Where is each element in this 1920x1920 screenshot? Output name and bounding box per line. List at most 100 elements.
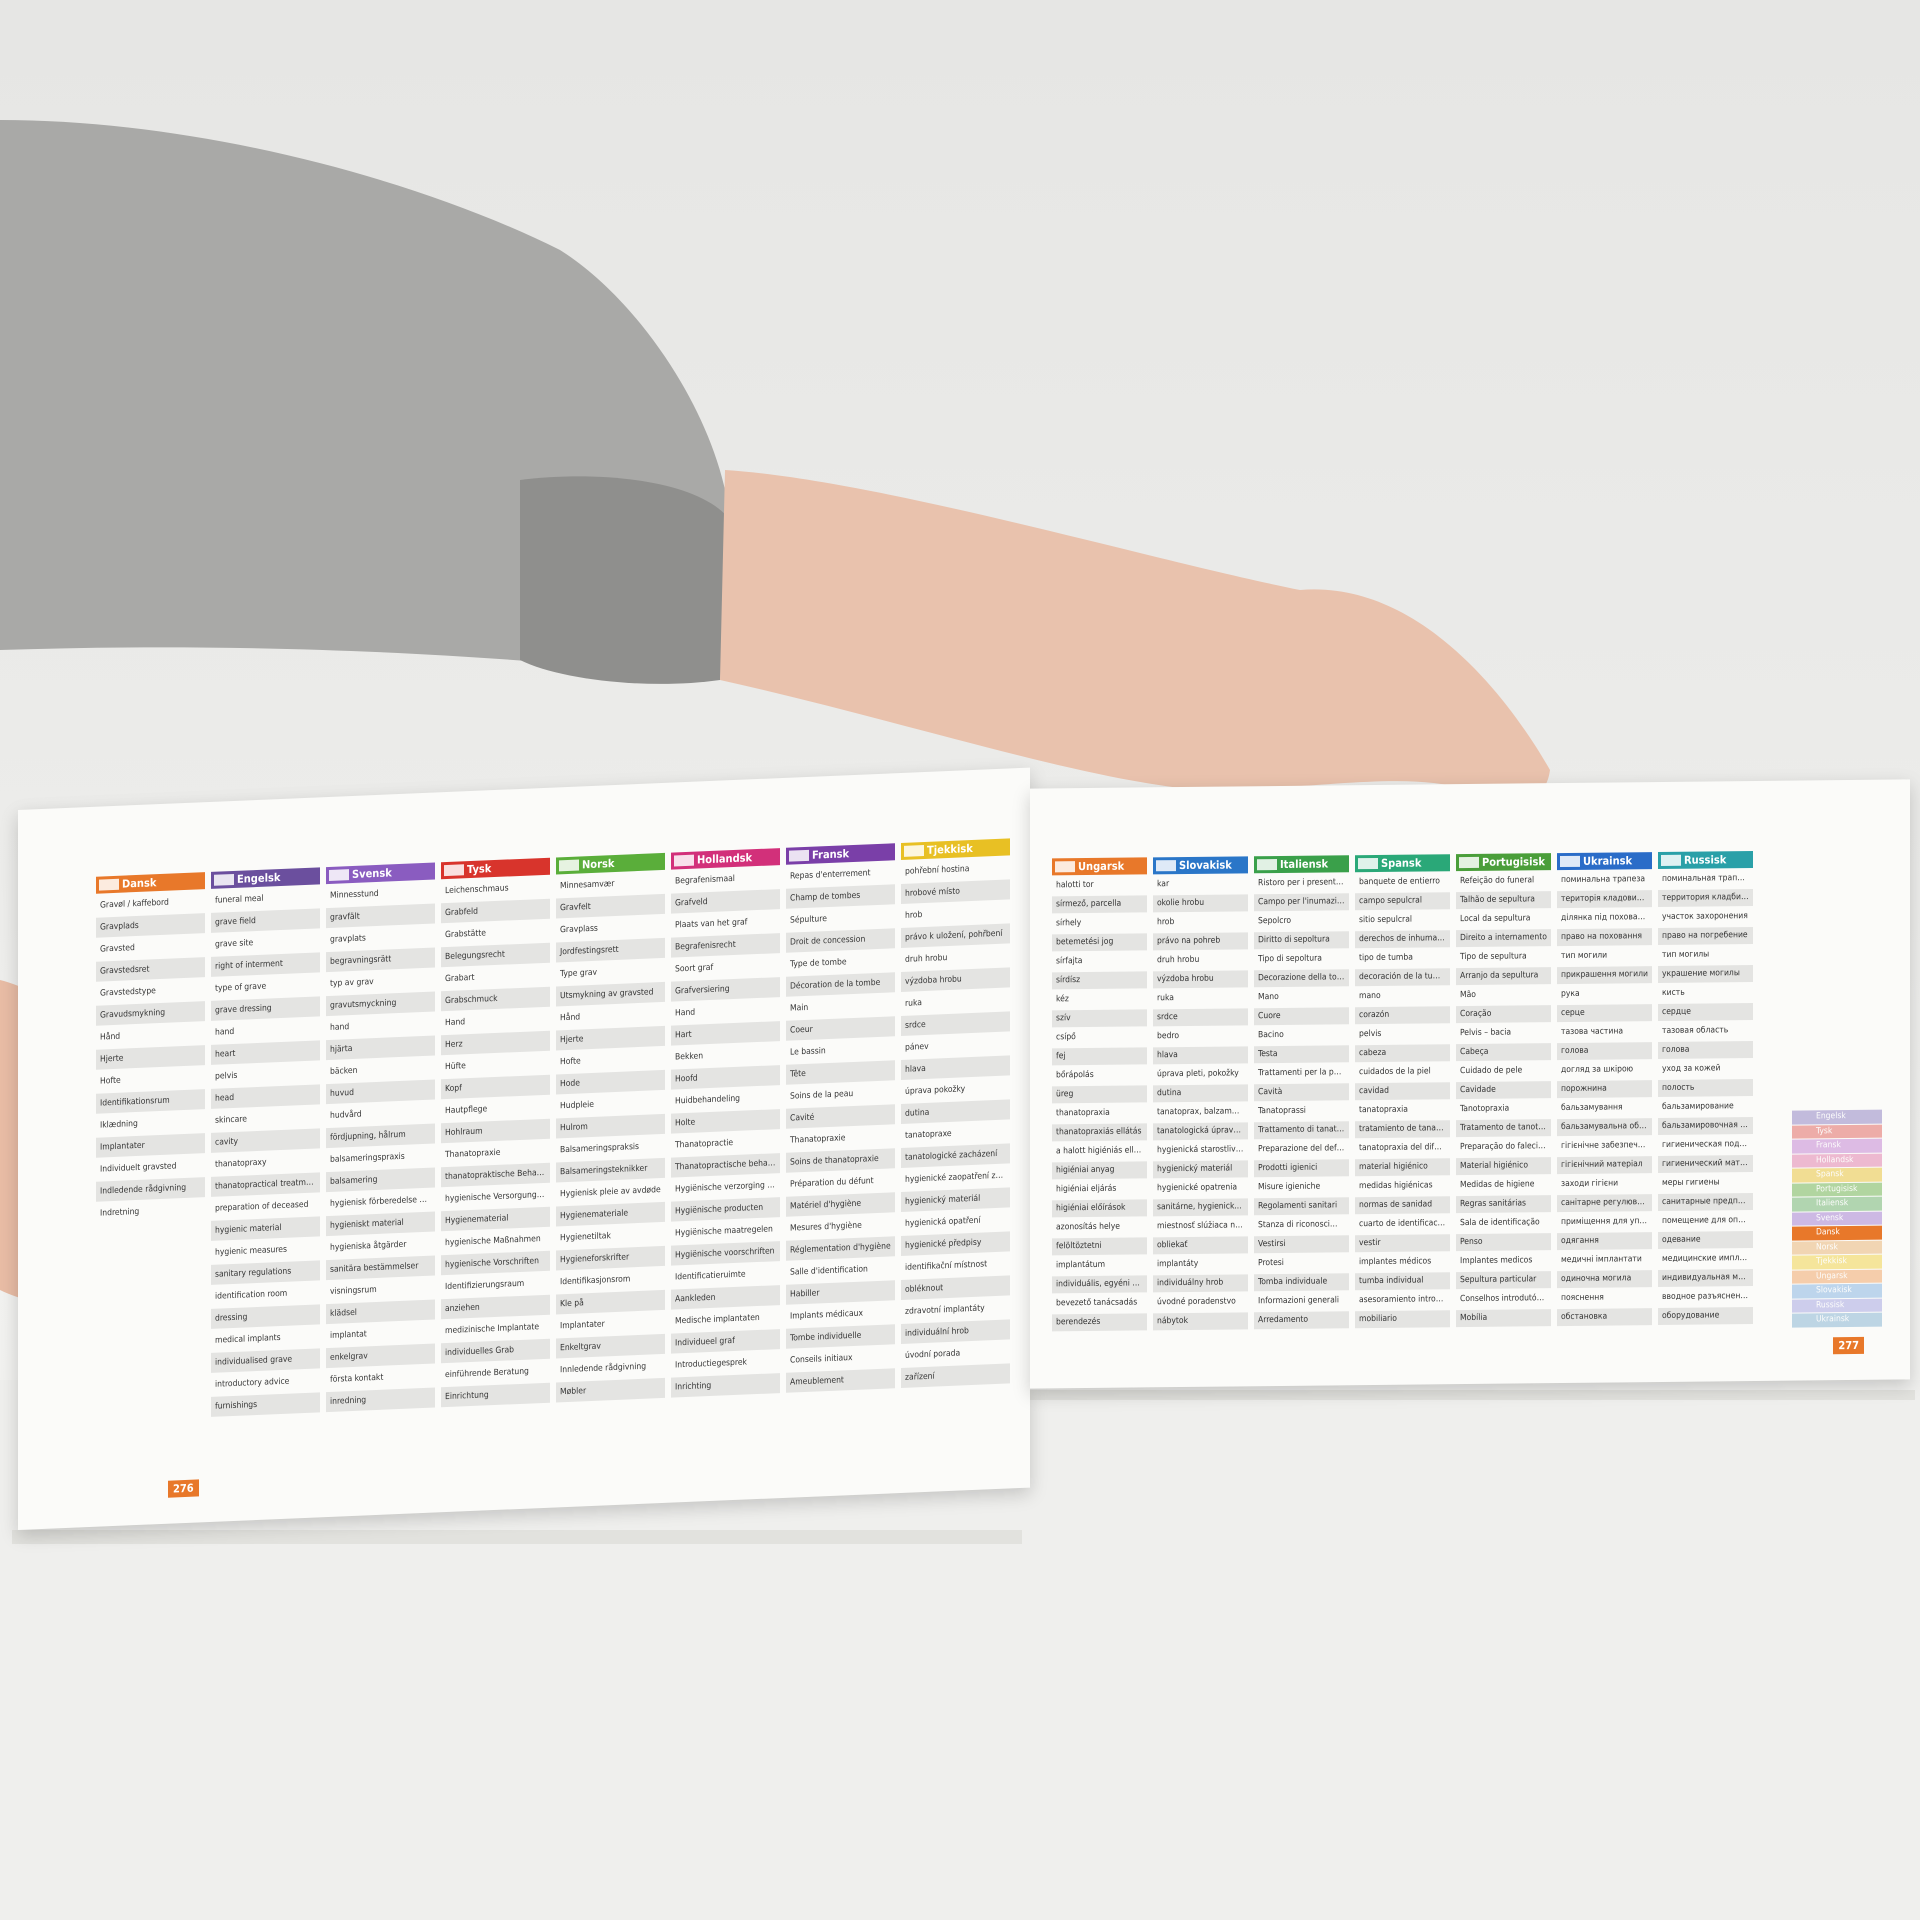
term: hygienische Versorgung Verstorbener <box>445 1188 550 1205</box>
term: приміщення для упізнання останків <box>1561 1215 1652 1228</box>
term: тип могили <box>1561 950 1608 962</box>
index-tab: Spansk <box>1792 1167 1882 1183</box>
term: Protesi <box>1258 1257 1284 1269</box>
language-header: Spansk <box>1355 854 1450 873</box>
term: begravningsrätt <box>326 947 435 973</box>
term: hygienic measures <box>215 1244 287 1258</box>
term: медичні імплантати <box>1561 1254 1642 1266</box>
term: einführende Beratung <box>445 1366 529 1381</box>
term: Jordfestingsrett <box>556 937 665 963</box>
term: помещение для опознания останков <box>1662 1214 1753 1226</box>
term: hygienické předpisy <box>901 1231 1010 1256</box>
term: sanitárne, hygienické predpisy <box>1153 1198 1248 1217</box>
term: Hüfte <box>445 1061 466 1073</box>
term: Hygieneforskrifter <box>556 1245 665 1271</box>
term: Grabart <box>445 972 475 985</box>
term: asesoramiento introductorio <box>1359 1294 1450 1306</box>
term: cuarto de identificación <box>1359 1218 1450 1230</box>
term: hudvård <box>330 1109 362 1121</box>
language-header: Ungarsk <box>1052 857 1147 876</box>
term: úvodní porada <box>905 1348 961 1361</box>
term: Sala de identificação <box>1460 1217 1540 1229</box>
term: Gravøl / kaffebord <box>100 897 169 911</box>
term: tanatopraxia <box>1359 1104 1408 1116</box>
term: normas de sanidad <box>1355 1196 1450 1215</box>
term: догляд за шкірою <box>1561 1064 1634 1076</box>
term: Salle d'identification <box>790 1264 868 1278</box>
term: Grafversiering <box>671 977 780 1002</box>
term: Medidas de higiene <box>1460 1179 1535 1191</box>
term: Minnesamvær <box>560 879 615 892</box>
term: individuelles Grab <box>441 1338 550 1364</box>
entry-list: Ristoro per i presenti al funerale Campo … <box>1254 874 1349 1330</box>
term: Gravsted <box>100 943 135 955</box>
term: preparation of deceased <box>215 1199 309 1214</box>
term: одиночна могила <box>1557 1270 1652 1289</box>
term: fej <box>1052 1047 1147 1066</box>
term: Hofte <box>100 1075 121 1087</box>
entry-list: banquete de entierro campo sepulcral sitio… <box>1355 873 1450 1329</box>
language-column: Ungarsk halotti tor sírmező, parcella sírhe… <box>1052 857 1147 1332</box>
term: Grabschmuck <box>441 986 550 1012</box>
term: anziehen <box>441 1294 550 1320</box>
term: Hofte <box>560 1056 581 1068</box>
term: Einrichtung <box>441 1382 550 1408</box>
term: Hjerte <box>96 1045 205 1070</box>
term: гігієнічне забезпечення померлих <box>1561 1140 1652 1152</box>
term: bedro <box>1157 1031 1180 1042</box>
term: кисть <box>1662 987 1685 998</box>
term: Arranjo da sepultura <box>1456 967 1551 986</box>
term: právo na pohreb <box>1153 932 1248 951</box>
term: Tipo de sepultura <box>1460 951 1527 963</box>
term: Indledende rådgivning <box>96 1177 205 1202</box>
term: enkelgrav <box>326 1343 435 1369</box>
term: Hode <box>556 1069 665 1095</box>
term: Coeur <box>786 1016 895 1041</box>
term: Implants médicaux <box>790 1308 864 1322</box>
term: hjärta <box>326 1035 435 1061</box>
term: mano <box>1359 990 1381 1002</box>
term: medical implants <box>215 1332 281 1346</box>
entry-list: Repas d'enterrement Champ de tombes Sépult… <box>786 862 895 1393</box>
term: бальзамирование <box>1662 1101 1734 1112</box>
language-column: Engelsk funeral meal grave field grave site… <box>211 867 320 1417</box>
term: sanitära bestämmelser <box>326 1255 435 1281</box>
term: tumba individual <box>1355 1272 1450 1291</box>
language-header: Norsk <box>556 852 665 875</box>
term: меры гигиены <box>1662 1177 1720 1188</box>
term: Hart <box>671 1021 780 1046</box>
term: szív <box>1052 1009 1147 1028</box>
term: srdce <box>901 1011 1010 1036</box>
language-header: Svensk <box>326 862 435 885</box>
term: Plaats van het graf <box>675 917 748 931</box>
term: гигиеническая подготовка усопших <box>1662 1138 1753 1150</box>
term: Habiller <box>786 1280 895 1305</box>
term: bäcken <box>330 1065 358 1077</box>
term: Sépulture <box>790 914 827 926</box>
term: Cuidado de pele <box>1460 1065 1523 1077</box>
term: thanatopraxia <box>1056 1107 1110 1119</box>
term: gravutsmyckning <box>326 991 435 1017</box>
term: Kle på <box>556 1289 665 1315</box>
term: Hygienisk pleie av avdøde <box>560 1185 661 1200</box>
term: Bacino <box>1258 1029 1284 1041</box>
term: Misure igieniche <box>1258 1181 1321 1193</box>
term: Implantes medicos <box>1460 1255 1533 1267</box>
term: территория кладбища <box>1658 889 1753 908</box>
term: tanatoprax, balzamovanie <box>1157 1106 1248 1118</box>
language-header: Italiensk <box>1254 855 1349 874</box>
term: implantes médicos <box>1359 1256 1432 1268</box>
term: рука <box>1561 988 1580 1000</box>
term: cuidados de la piel <box>1359 1066 1431 1078</box>
term: Pelvis – bacia <box>1460 1027 1512 1039</box>
term: Main <box>790 1002 809 1014</box>
term: srdce <box>1153 1008 1248 1027</box>
entry-list: funeral meal grave field grave site right o… <box>211 886 320 1417</box>
term: hygieniskt material <box>326 1211 435 1237</box>
term: tratamiento de tanatopraxia <box>1355 1120 1450 1139</box>
term: thanatopractical treatment <box>211 1172 320 1197</box>
term: Local da sepultura <box>1460 913 1531 925</box>
term: Diritto di sepoltura <box>1254 931 1349 950</box>
term: голова <box>1557 1042 1652 1061</box>
term: dutina <box>1153 1084 1248 1103</box>
